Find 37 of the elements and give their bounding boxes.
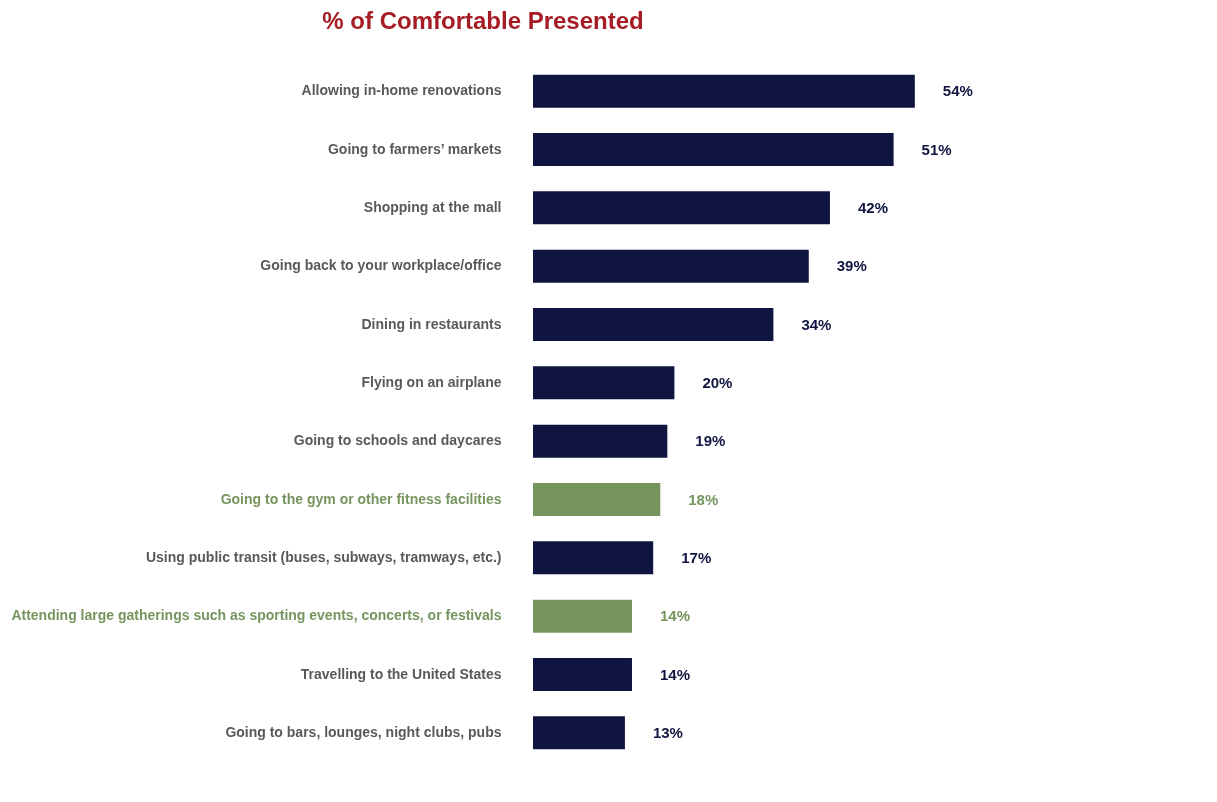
y-tick-label: Going to bars, lounges, night clubs, pubs xyxy=(225,723,502,740)
data-label: 19% xyxy=(695,432,726,450)
y-tick-label: Using public transit (buses, subways, tramways, etc.) xyxy=(145,548,502,565)
data-label: 14% xyxy=(659,607,691,625)
bar xyxy=(533,132,894,167)
data-label: 13% xyxy=(652,723,683,741)
y-tick-label: Travelling to the United States xyxy=(300,665,502,682)
bar xyxy=(533,541,654,575)
bar xyxy=(533,424,668,458)
bar xyxy=(533,716,625,750)
bar xyxy=(533,74,915,108)
bar xyxy=(533,657,632,692)
data-label: 54% xyxy=(942,82,973,100)
y-tick-label: Shopping at the mall xyxy=(363,198,502,215)
bar xyxy=(533,191,830,225)
bar xyxy=(533,482,661,517)
data-label: 14% xyxy=(659,665,691,683)
y-tick-label: Dining in restaurants xyxy=(361,315,502,332)
bar xyxy=(533,366,675,400)
bar xyxy=(533,249,809,283)
y-tick-label: Attending large gatherings such as sporting events, concerts, or festivals xyxy=(11,607,502,624)
bar xyxy=(533,599,632,633)
chart-title: % of Comfortable Presented xyxy=(322,7,644,34)
y-tick-label: Allowing in-home renovations xyxy=(301,82,502,99)
y-tick-label: Going to schools and daycares xyxy=(293,432,502,449)
data-label: 18% xyxy=(688,490,719,508)
data-label: 42% xyxy=(857,198,888,216)
data-label: 20% xyxy=(702,373,733,391)
bar xyxy=(533,307,774,342)
data-label: 34% xyxy=(801,315,832,333)
y-tick-label: Going to the gym or other fitness facilities xyxy=(220,490,502,507)
data-label: 39% xyxy=(836,257,867,275)
y-tick-label: Going to farmers’ markets xyxy=(327,140,502,157)
y-tick-label: Going back to your workplace/office xyxy=(260,257,502,274)
data-label: 51% xyxy=(921,140,952,158)
y-tick-label: Flying on an airplane xyxy=(361,373,502,390)
data-label: 17% xyxy=(681,548,712,566)
